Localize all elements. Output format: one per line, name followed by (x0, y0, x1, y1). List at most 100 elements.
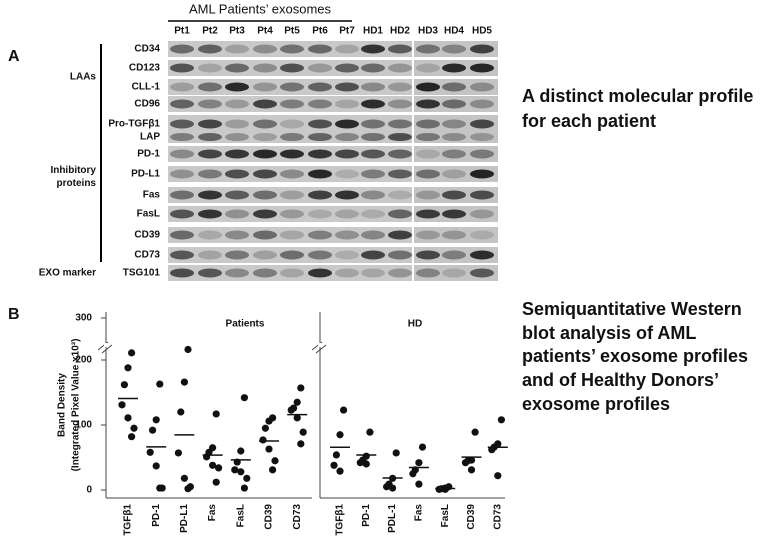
blot-band (225, 44, 249, 54)
dot (293, 398, 301, 406)
blot-band (361, 99, 385, 109)
blot-band (225, 82, 249, 92)
blot-band (388, 250, 412, 260)
lane-label: Pt4 (257, 26, 273, 37)
x-tick-label: FasL (440, 504, 451, 527)
blot-band (416, 230, 440, 240)
dot (215, 464, 223, 472)
blot-band (170, 99, 194, 109)
dot (240, 484, 248, 492)
x-tick-label: FasL (235, 504, 246, 527)
blot-band (253, 99, 277, 109)
blot-band (416, 63, 440, 73)
blot-band (442, 63, 466, 73)
row-label: PD-1 (137, 149, 160, 160)
blot-band (170, 169, 194, 179)
blot-band (361, 169, 385, 179)
blot-band (253, 268, 277, 278)
dot (124, 414, 132, 422)
dot (467, 466, 476, 474)
blot-band (470, 99, 494, 109)
row-label: CD96 (134, 99, 160, 110)
blot-band (416, 149, 440, 159)
blot-band (198, 99, 222, 109)
blot-band (335, 169, 359, 179)
blot-band (416, 99, 440, 109)
blot-band (198, 44, 222, 54)
dot (471, 428, 479, 436)
dot (269, 466, 277, 474)
dot (297, 384, 305, 392)
blot-band (470, 250, 494, 260)
blot-band (361, 268, 385, 278)
dot (389, 484, 397, 492)
blot-band (225, 268, 249, 278)
blot-band (280, 44, 304, 54)
x-tick-label: TGFβ1 (335, 504, 346, 536)
dot (120, 381, 128, 389)
blot-band (416, 119, 440, 129)
row-label: CD39 (134, 230, 160, 241)
blot-band (170, 230, 194, 240)
dot (383, 483, 391, 491)
blot-band (308, 82, 332, 92)
caption: A distinct molecular profile (522, 86, 753, 106)
blot-strip (168, 227, 412, 243)
y-axis-label: (Integrated Pixel Value x10³) (71, 339, 82, 472)
blot-band (280, 190, 304, 200)
blot-band (225, 63, 249, 73)
blot-band (253, 82, 277, 92)
dot (497, 416, 505, 424)
blot-band (225, 250, 249, 260)
blot-band (198, 250, 222, 260)
dot (203, 453, 211, 461)
group-label: EXO marker (39, 268, 96, 279)
blot-band (170, 133, 194, 141)
lane-label: Pt3 (229, 26, 245, 37)
blot-strip (168, 265, 412, 281)
dot (156, 380, 164, 388)
caption: exosome profiles (522, 394, 670, 414)
y-axis-label: Band Density (57, 373, 68, 437)
blot-band (442, 119, 466, 129)
blot-band (225, 133, 249, 141)
blot-band (388, 190, 412, 200)
dot (336, 431, 344, 439)
dot (128, 433, 136, 441)
blot-band (361, 133, 385, 141)
dot (261, 424, 269, 432)
lane-label: Pt6 (312, 26, 328, 37)
blot-band (442, 209, 466, 219)
dot (293, 414, 301, 422)
blot-band (442, 190, 466, 200)
x-tick-label: PD-1 (361, 504, 372, 527)
blot-band (335, 209, 359, 219)
blot-band (170, 190, 194, 200)
dot (441, 485, 449, 493)
blot-band (470, 190, 494, 200)
blot-band (198, 268, 222, 278)
blot-band (361, 190, 385, 200)
blot-band (170, 63, 194, 73)
blot-band (470, 268, 494, 278)
lane-label: Pt7 (339, 26, 355, 37)
x-tick-label: PD-1 (151, 504, 162, 527)
blot-band (308, 119, 332, 129)
blot-band (308, 169, 332, 179)
blot-band (335, 133, 359, 141)
blot-band (388, 133, 412, 141)
x-tick-label: Fas (414, 504, 425, 522)
dot (209, 461, 217, 469)
blot-band (335, 268, 359, 278)
dot (212, 410, 220, 418)
dot (271, 457, 279, 465)
blot-band (470, 44, 494, 54)
y-tick-label: 100 (75, 420, 92, 431)
blot-band (416, 133, 440, 141)
blot-band (361, 63, 385, 73)
blot-band (442, 268, 466, 278)
blot-strip (168, 166, 412, 182)
blot-band (253, 44, 277, 54)
dot (152, 462, 160, 470)
blot-band (470, 169, 494, 179)
